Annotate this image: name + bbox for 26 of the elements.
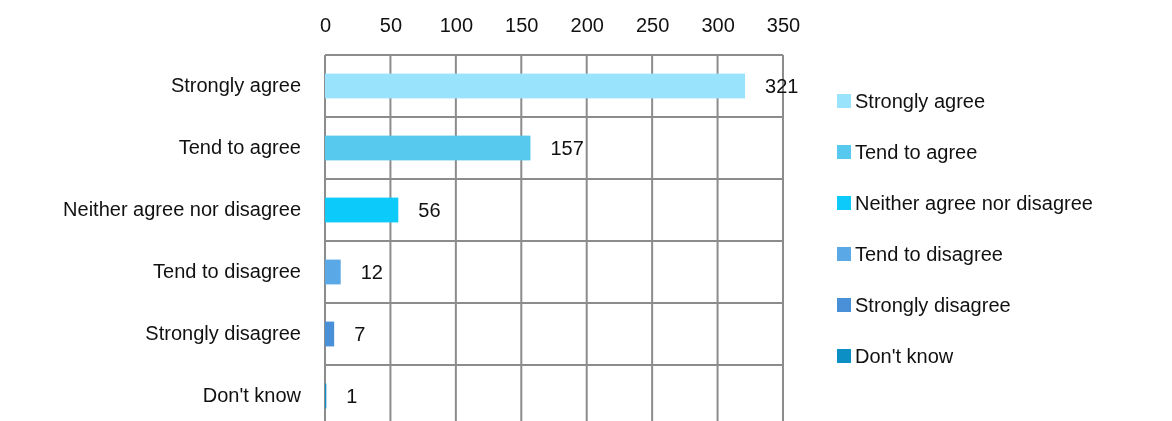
x-tick-label: 200: [570, 14, 604, 36]
legend-label: Tend to disagree: [855, 243, 1003, 265]
y-tick-label: Strongly disagree: [145, 322, 301, 345]
data-label: 12: [360, 261, 383, 283]
x-tick-label: 350: [766, 14, 801, 36]
x-tick-label: 250: [635, 14, 670, 36]
legend-label: Strongly agree: [855, 90, 986, 112]
legend-label: Neither agree nor disagree: [855, 192, 1093, 214]
legend-label: Tend to agree: [855, 141, 978, 163]
y-tick-label: Neither agree nor disagree: [63, 198, 301, 221]
data-label: 56: [418, 199, 441, 221]
y-tick-label: Don't know: [202, 384, 302, 407]
y-tick-label: Tend to disagree: [153, 260, 301, 283]
x-tick-label: 50: [379, 14, 403, 36]
legend-label: Don't know: [855, 345, 954, 367]
x-tick-label: 100: [439, 14, 474, 36]
y-tick-label: Tend to agree: [178, 136, 301, 159]
x-tick-label: 0: [319, 14, 332, 36]
legend-label: Strongly disagree: [855, 294, 1011, 316]
x-tick-label: 150: [505, 14, 539, 36]
data-label: 157: [550, 137, 584, 159]
data-label: 7: [354, 323, 366, 345]
data-label: 321: [765, 75, 799, 97]
x-tick-label: 300: [701, 14, 735, 36]
y-tick-label: Strongly agree: [170, 74, 301, 97]
data-label: 1: [346, 385, 358, 407]
